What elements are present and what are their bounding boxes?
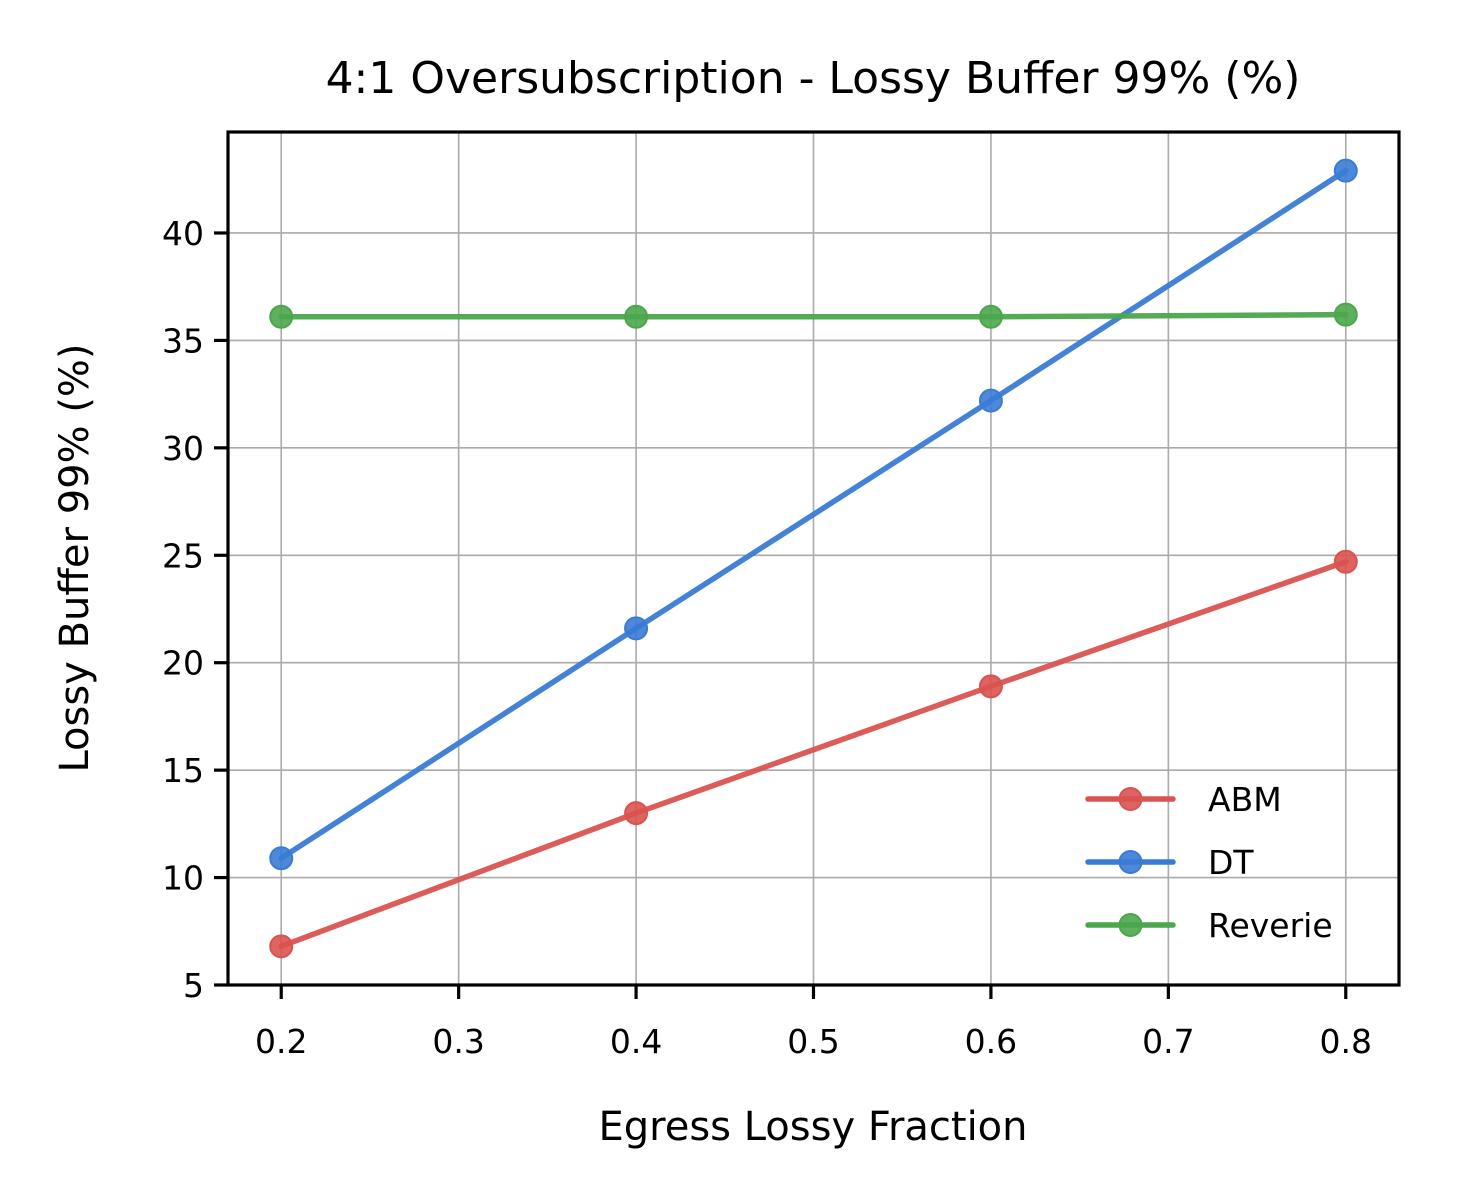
x-tick-label: 0.7 (1142, 1022, 1194, 1061)
x-tick-label: 0.5 (787, 1022, 839, 1061)
legend-marker-dt (1118, 850, 1143, 874)
series-reverie (269, 302, 1358, 329)
data-point-reverie (269, 304, 294, 329)
y-tick-label: 35 (162, 321, 204, 360)
legend-marker-abm (1118, 787, 1143, 811)
data-point-abm (624, 801, 649, 826)
data-point-reverie (1333, 302, 1358, 327)
y-tick-label: 10 (162, 859, 204, 898)
legend-label-abm: ABM (1208, 780, 1282, 819)
x-tick-label: 0.3 (432, 1022, 484, 1061)
series-layer (269, 158, 1358, 959)
series-line-reverie (278, 311, 1349, 320)
y-tick-label: 20 (162, 644, 204, 683)
y-tick-label: 25 (162, 536, 204, 575)
legend-marker-reverie (1118, 913, 1143, 937)
data-point-abm (1333, 549, 1358, 574)
series-line-abm (278, 558, 1349, 950)
data-point-abm (978, 674, 1003, 699)
x-tick-label: 0.4 (610, 1022, 662, 1061)
data-point-dt (978, 388, 1003, 413)
x-tick-label: 0.6 (965, 1022, 1017, 1061)
legend-item-reverie: Reverie (1085, 906, 1333, 945)
axis-ticks: 0.2 0.3 0.4 0.5 0.6 0.7 0.8 5 10 15 20 25 30 35 40 (162, 214, 1372, 1061)
x-axis-label: Egress Lossy Fraction (598, 1104, 1027, 1150)
legend-item-dt: DT (1085, 843, 1254, 882)
data-point-reverie (624, 304, 649, 329)
chart-title: 4:1 Oversubscription - Lossy Buffer 99% … (326, 53, 1301, 104)
data-point-dt (624, 616, 649, 641)
y-axis-label: Lossy Buffer 99% (%) (52, 343, 98, 772)
x-tick-label: 0.8 (1320, 1022, 1372, 1061)
x-tick-label: 0.2 (255, 1022, 307, 1061)
series-dt (269, 158, 1358, 871)
y-tick-label: 40 (162, 214, 204, 253)
y-tick-label: 30 (162, 429, 204, 468)
legend-label-reverie: Reverie (1208, 906, 1333, 945)
gridlines (228, 132, 1399, 986)
data-point-abm (269, 934, 294, 959)
y-tick-label: 5 (183, 966, 204, 1005)
series-abm (269, 549, 1358, 959)
legend-item-abm: ABM (1085, 780, 1282, 819)
data-point-dt (269, 846, 294, 871)
legend: ABM DT Reverie (1085, 780, 1333, 945)
data-point-dt (1333, 158, 1358, 183)
y-tick-label: 15 (162, 751, 204, 790)
series-line-dt (278, 167, 1349, 861)
data-point-reverie (978, 304, 1003, 329)
legend-label-dt: DT (1208, 843, 1254, 882)
